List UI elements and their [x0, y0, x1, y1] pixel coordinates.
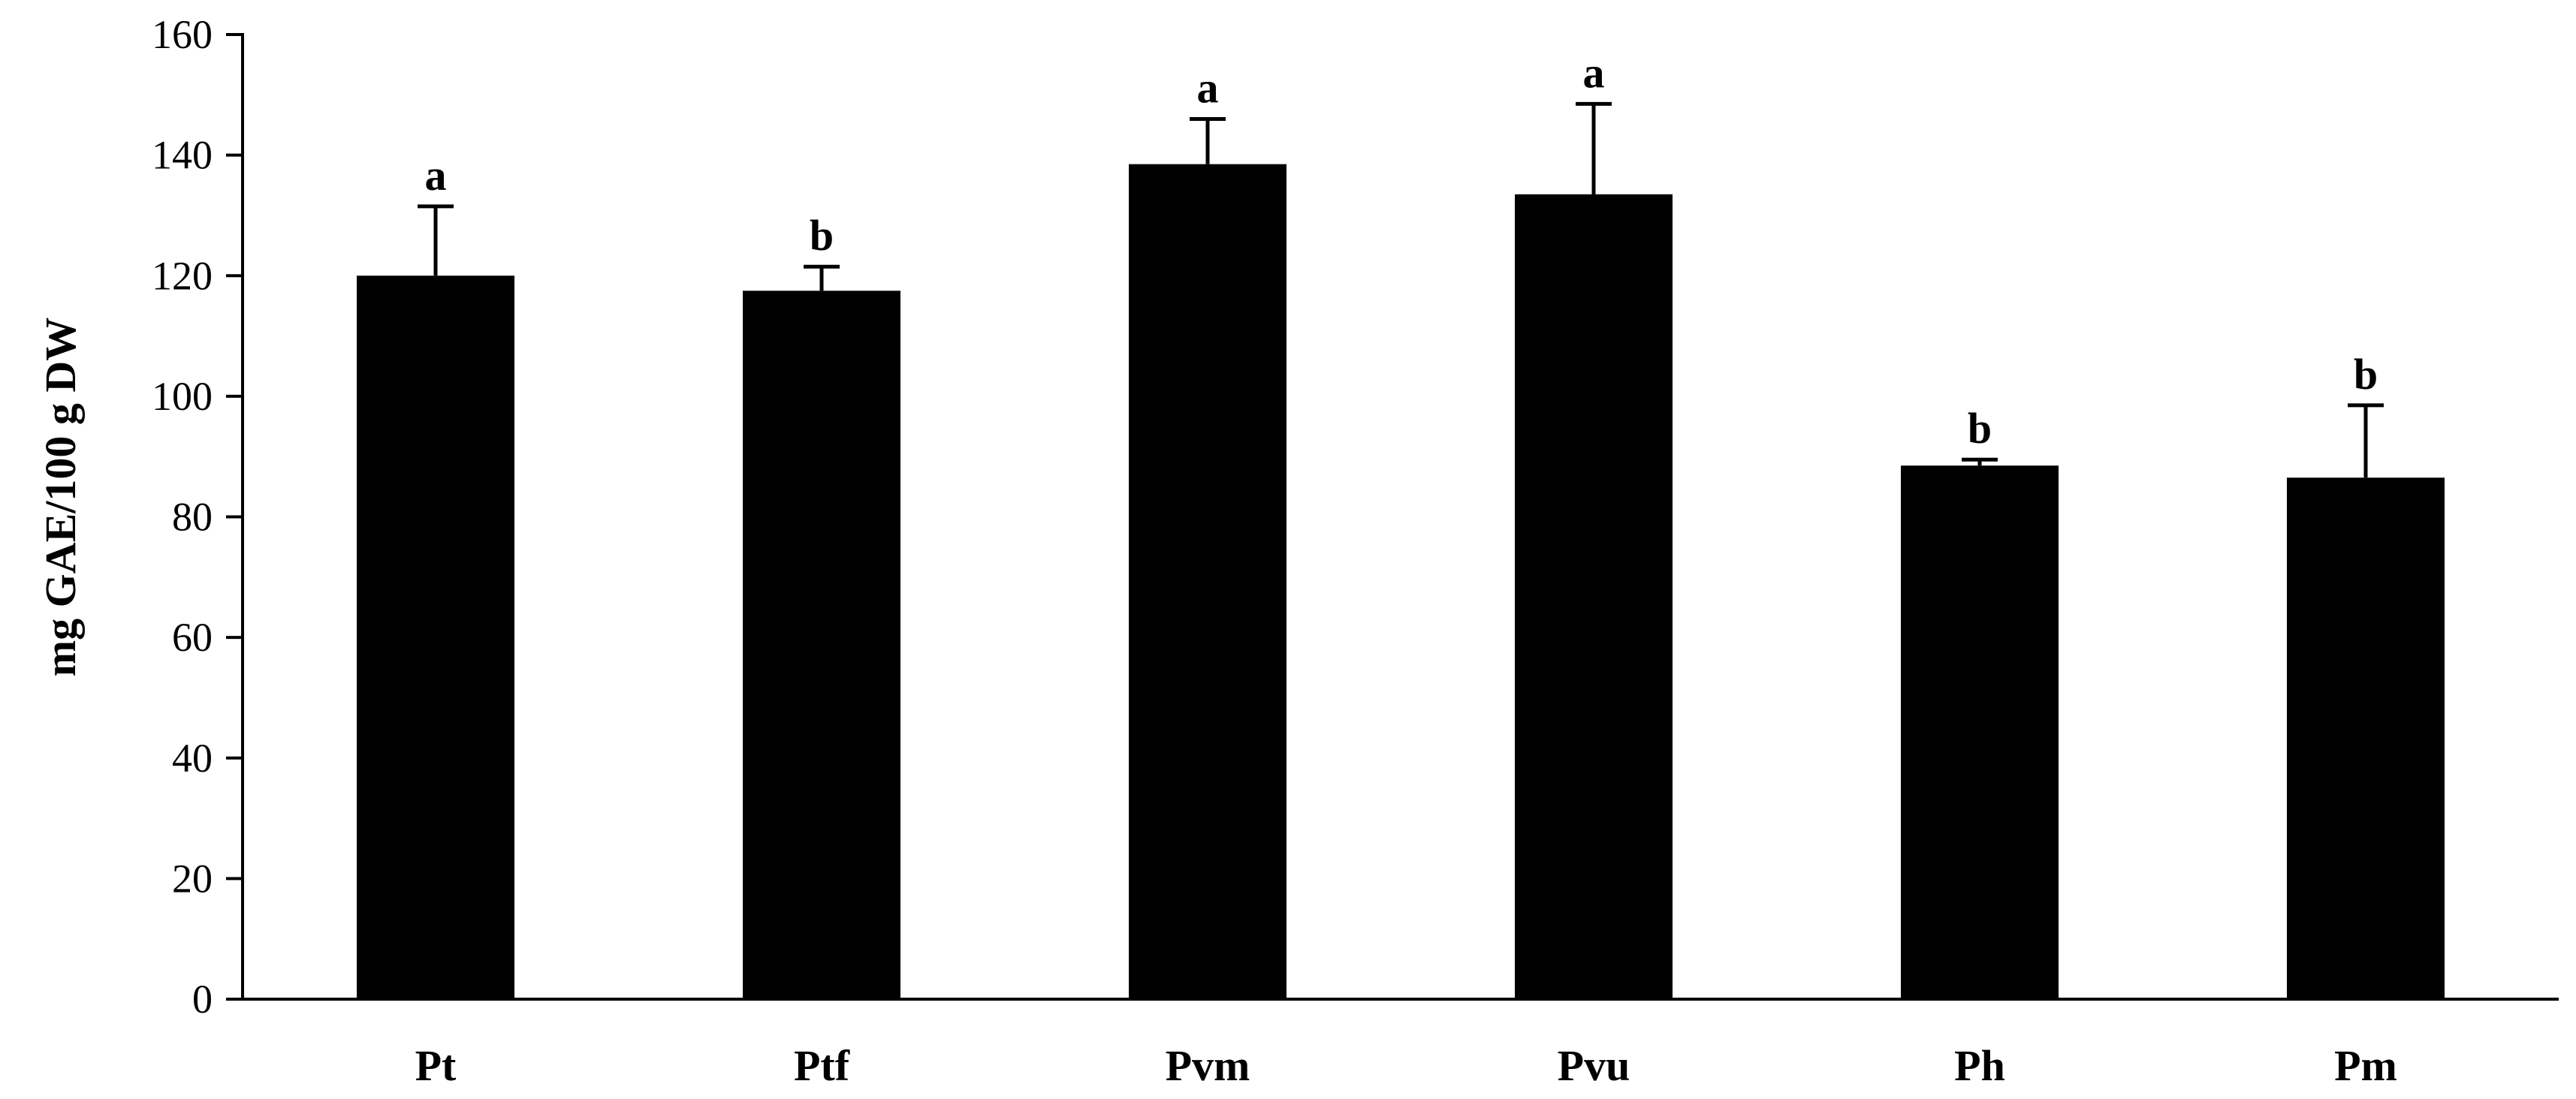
x-tick-label-ph: Ph — [1954, 1041, 2005, 1090]
significance-label-pm: b — [2354, 350, 2378, 399]
y-tick-label: 20 — [172, 856, 213, 901]
y-tick-label: 120 — [152, 253, 213, 298]
bars — [357, 164, 2445, 999]
significance-labels: a b a a b b — [425, 48, 2378, 453]
y-tick-label: 140 — [152, 133, 213, 178]
bar-ph — [1901, 465, 2059, 999]
x-axis: Pt Ptf Pvm Pvu Ph Pm — [241, 998, 2559, 1090]
bar-pm — [2287, 477, 2445, 999]
y-axis-label: mg GAE/100 g DW — [36, 318, 85, 677]
significance-label-ph: b — [1968, 404, 1992, 453]
bar-ptf — [743, 291, 900, 999]
significance-label-pvm: a — [1197, 63, 1219, 112]
bar-pvm — [1129, 164, 1286, 999]
y-tick-label: 60 — [172, 615, 213, 660]
y-tick-label: 100 — [152, 374, 213, 419]
x-tick-label-ptf: Ptf — [794, 1041, 850, 1090]
significance-label-ptf: b — [810, 211, 834, 260]
y-tick-label: 0 — [192, 977, 213, 1022]
y-tick-label: 80 — [172, 495, 213, 540]
x-tick-label-pvm: Pvm — [1166, 1041, 1250, 1090]
x-tick-label-pm: Pm — [2334, 1041, 2397, 1090]
bar-pt — [357, 276, 514, 999]
y-tick-label: 160 — [152, 12, 213, 57]
y-axis: 0 20 40 60 80 100 120 140 160 — [152, 12, 244, 1022]
x-tick-label-pt: Pt — [415, 1041, 457, 1090]
error-bars — [418, 101, 2384, 478]
significance-label-pvu: a — [1583, 48, 1605, 97]
y-tick-label: 40 — [172, 736, 213, 781]
significance-label-pt: a — [425, 151, 447, 200]
bar-pvu — [1515, 194, 1673, 999]
x-tick-label-pvu: Pvu — [1558, 1041, 1630, 1090]
